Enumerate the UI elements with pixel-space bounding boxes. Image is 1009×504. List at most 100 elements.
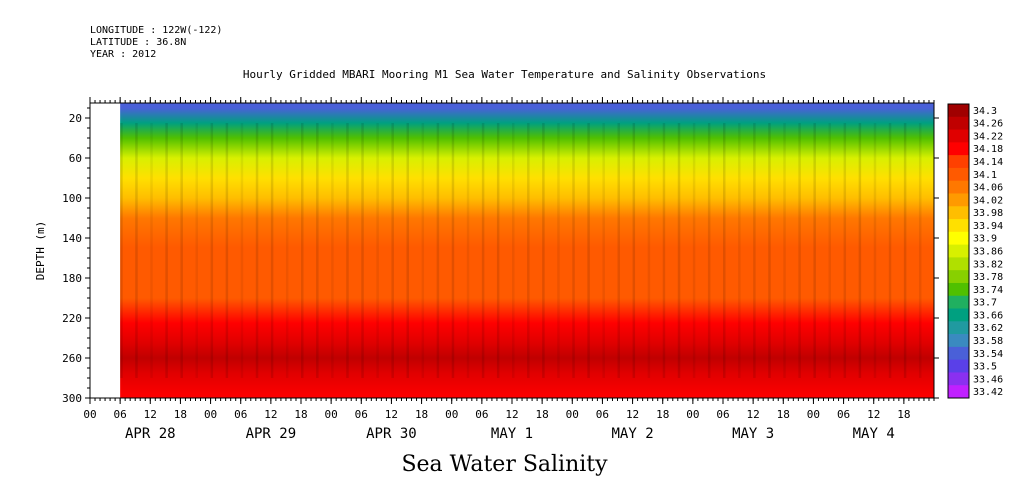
variability-stripe	[481, 123, 485, 378]
colorbar-swatch	[948, 308, 969, 322]
x-tick-label: 00	[204, 408, 217, 421]
variability-stripe	[436, 123, 440, 378]
variability-stripe	[723, 123, 726, 378]
x-tick-label: 18	[536, 408, 549, 421]
colorbar-label: 33.74	[973, 285, 1003, 296]
variability-stripe	[753, 123, 756, 378]
colorbar-label: 33.46	[973, 374, 1003, 385]
variability-stripe	[180, 123, 183, 378]
variability-stripe	[542, 123, 545, 378]
colorbar-swatch	[948, 104, 969, 118]
x-tick-label: 12	[867, 408, 880, 421]
x-tick-label: 06	[837, 408, 850, 421]
colorbar-label: 33.7	[973, 298, 997, 309]
variability-stripe	[255, 123, 259, 378]
year-label: YEAR : 2012	[90, 49, 157, 60]
latitude-label: LATITUDE : 36.8N	[90, 37, 187, 48]
y-tick-label: 20	[69, 112, 82, 125]
variability-stripe	[873, 123, 877, 378]
variability-stripe	[466, 123, 470, 378]
colorbar-swatch	[948, 155, 969, 169]
colorbar-label: 34.02	[973, 195, 1003, 206]
colorbar-label: 33.78	[973, 272, 1003, 283]
x-tick-label: 06	[475, 408, 488, 421]
x-tick-label: 00	[325, 408, 338, 421]
colorbar-label: 33.66	[973, 310, 1003, 321]
variability-stripe	[662, 123, 666, 378]
variability-stripe	[285, 123, 289, 378]
colorbar-label: 33.98	[973, 208, 1003, 219]
variability-stripe	[451, 123, 455, 378]
colorbar-swatch	[948, 231, 969, 246]
colorbar-swatch	[948, 321, 969, 335]
x-tick-label: 00	[445, 408, 458, 421]
colorbar-swatch	[948, 334, 969, 348]
variability-stripe	[346, 123, 349, 378]
x-date-label: MAY 4	[853, 426, 895, 442]
colorbar-label: 34.18	[973, 144, 1003, 155]
variability-stripe	[918, 123, 922, 378]
x-tick-label: 06	[716, 408, 729, 421]
variability-stripe	[406, 123, 409, 378]
colorbar-label: 33.58	[973, 336, 1003, 347]
variability-stripe	[376, 123, 379, 378]
x-date-label: APR 28	[125, 426, 176, 442]
chart-title: Hourly Gridded MBARI Mooring M1 Sea Wate…	[242, 68, 767, 81]
variability-stripe	[391, 123, 394, 378]
colorbar-label: 33.62	[973, 323, 1003, 334]
variability-stripe	[572, 123, 575, 378]
variability-stripe	[828, 123, 831, 378]
x-date-label: MAY 3	[732, 426, 774, 442]
x-date-label: MAY 1	[491, 426, 533, 442]
x-tick-label: 18	[777, 408, 790, 421]
x-tick-label: 18	[897, 408, 910, 421]
x-tick-label: 06	[114, 408, 127, 421]
colorbar-label: 34.06	[973, 183, 1003, 194]
variability-stripe	[903, 123, 907, 378]
y-tick-label: 180	[62, 272, 82, 285]
variability-stripe	[165, 123, 168, 378]
variability-stripe	[316, 123, 319, 378]
x-tick-label: 18	[415, 408, 428, 421]
x-axis-label: Sea Water Salinity	[401, 452, 608, 477]
x-tick-label: 12	[505, 408, 518, 421]
x-tick-label: 00	[566, 408, 579, 421]
salinity-field	[120, 103, 934, 398]
variability-stripe	[361, 123, 364, 378]
colorbar-swatch	[948, 385, 969, 399]
x-tick-label: 18	[656, 408, 669, 421]
variability-stripe	[692, 123, 696, 378]
colorbar-label: 33.9	[973, 234, 997, 245]
variability-stripe	[225, 123, 229, 378]
colorbar-swatch	[948, 167, 969, 182]
variability-stripe	[527, 123, 530, 378]
variability-stripe	[587, 123, 590, 378]
variability-stripe	[738, 123, 741, 378]
variability-stripe	[240, 123, 244, 378]
variability-stripe	[888, 123, 892, 378]
variability-stripe	[843, 123, 847, 378]
colorbar-swatch	[948, 142, 969, 156]
colorbar-swatch	[948, 206, 969, 220]
variability-stripe	[135, 123, 138, 378]
x-tick-label: 06	[596, 408, 609, 421]
y-tick-label: 260	[62, 352, 82, 365]
y-tick-label: 140	[62, 232, 82, 245]
variability-stripe	[602, 123, 605, 378]
x-tick-label: 00	[807, 408, 820, 421]
variability-stripe	[858, 123, 862, 378]
y-tick-label: 220	[62, 312, 82, 325]
colorbar-label: 34.14	[973, 157, 1003, 168]
variability-stripe	[331, 123, 334, 378]
variability-stripe	[632, 123, 636, 378]
variability-stripe	[496, 123, 500, 378]
y-tick-label: 60	[69, 152, 82, 165]
variability-stripe	[301, 123, 304, 378]
colorbar-swatch	[948, 244, 969, 258]
variability-stripe	[195, 123, 198, 378]
y-axis-label: DEPTH (m)	[34, 221, 47, 281]
colorbar-label: 34.1	[973, 170, 997, 181]
variability-stripe	[783, 123, 786, 378]
variability-stripe	[557, 123, 560, 378]
colorbar-swatch	[948, 180, 969, 194]
